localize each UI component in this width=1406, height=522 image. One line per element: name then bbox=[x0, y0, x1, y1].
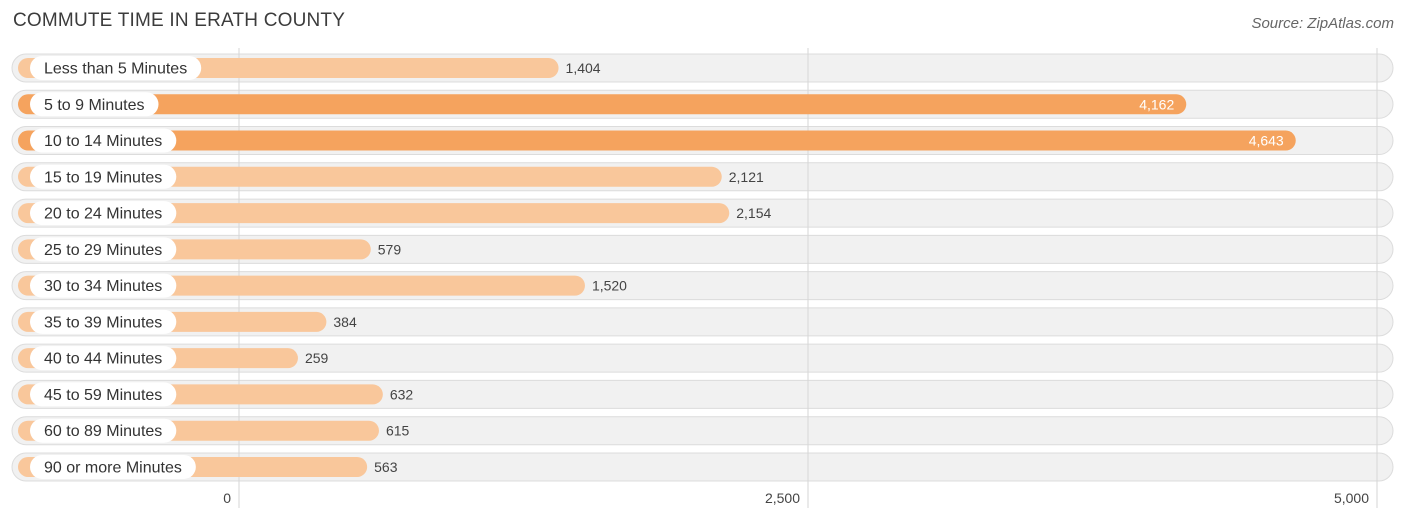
bar bbox=[18, 130, 1296, 151]
value-label: 2,154 bbox=[736, 205, 771, 221]
value-label: 1,404 bbox=[566, 60, 601, 76]
bar bbox=[18, 94, 1187, 115]
chart-source: Source: ZipAtlas.com bbox=[1251, 15, 1394, 32]
value-label: 2,121 bbox=[729, 169, 764, 185]
category-label: 20 to 24 Minutes bbox=[44, 206, 162, 223]
row-background bbox=[11, 343, 1394, 373]
category-label-pill bbox=[30, 201, 177, 226]
category-label: 30 to 34 Minutes bbox=[44, 278, 162, 295]
value-label: 632 bbox=[390, 386, 414, 402]
row-backgrounds bbox=[11, 53, 1394, 482]
bar bbox=[18, 203, 730, 224]
row-background bbox=[11, 307, 1394, 337]
category-label-pill bbox=[30, 418, 177, 443]
x-tick-label: 5,000 bbox=[1334, 490, 1369, 506]
value-label: 615 bbox=[386, 423, 410, 439]
category-label: 15 to 19 Minutes bbox=[44, 169, 162, 186]
category-label: 5 to 9 Minutes bbox=[44, 97, 145, 114]
category-label-pill bbox=[30, 164, 177, 189]
value-label: 563 bbox=[374, 459, 398, 475]
category-label: 35 to 39 Minutes bbox=[44, 314, 162, 331]
value-label: 384 bbox=[333, 314, 357, 330]
category-label-pill bbox=[30, 346, 177, 371]
value-label: 579 bbox=[378, 241, 402, 257]
category-label: 45 to 59 Minutes bbox=[44, 387, 162, 404]
value-label: 4,162 bbox=[1139, 96, 1174, 112]
category-label-pill bbox=[30, 128, 177, 153]
category-label-pill bbox=[30, 92, 159, 117]
bar bbox=[18, 166, 722, 187]
labels: Less than 5 Minutes 1,404 5 to 9 Minutes 4,… bbox=[30, 56, 1284, 479]
chart-title: COMMUTE TIME IN ERATH COUNTY bbox=[13, 10, 346, 31]
category-label-pill bbox=[30, 56, 202, 80]
x-axis-ticks: 0 2,500 5,000 bbox=[223, 490, 1369, 506]
category-label-pill bbox=[30, 454, 196, 479]
category-label: 40 to 44 Minutes bbox=[44, 351, 162, 368]
value-label: 1,520 bbox=[592, 278, 627, 294]
x-tick-label: 2,500 bbox=[765, 490, 800, 506]
x-tick-label: 0 bbox=[223, 490, 231, 506]
category-label: Less than 5 Minutes bbox=[44, 61, 187, 78]
category-label-pill bbox=[30, 237, 177, 262]
value-label: 4,643 bbox=[1249, 133, 1284, 149]
category-label: 10 to 14 Minutes bbox=[44, 133, 162, 150]
category-label: 25 to 29 Minutes bbox=[44, 242, 162, 259]
category-label-pill bbox=[30, 273, 177, 298]
category-label: 60 to 89 Minutes bbox=[44, 423, 162, 440]
category-label-pill bbox=[30, 309, 177, 334]
bars bbox=[18, 58, 1296, 477]
category-label-pill bbox=[30, 382, 177, 407]
value-label: 259 bbox=[305, 350, 329, 366]
category-label: 90 or more Minutes bbox=[44, 459, 182, 476]
